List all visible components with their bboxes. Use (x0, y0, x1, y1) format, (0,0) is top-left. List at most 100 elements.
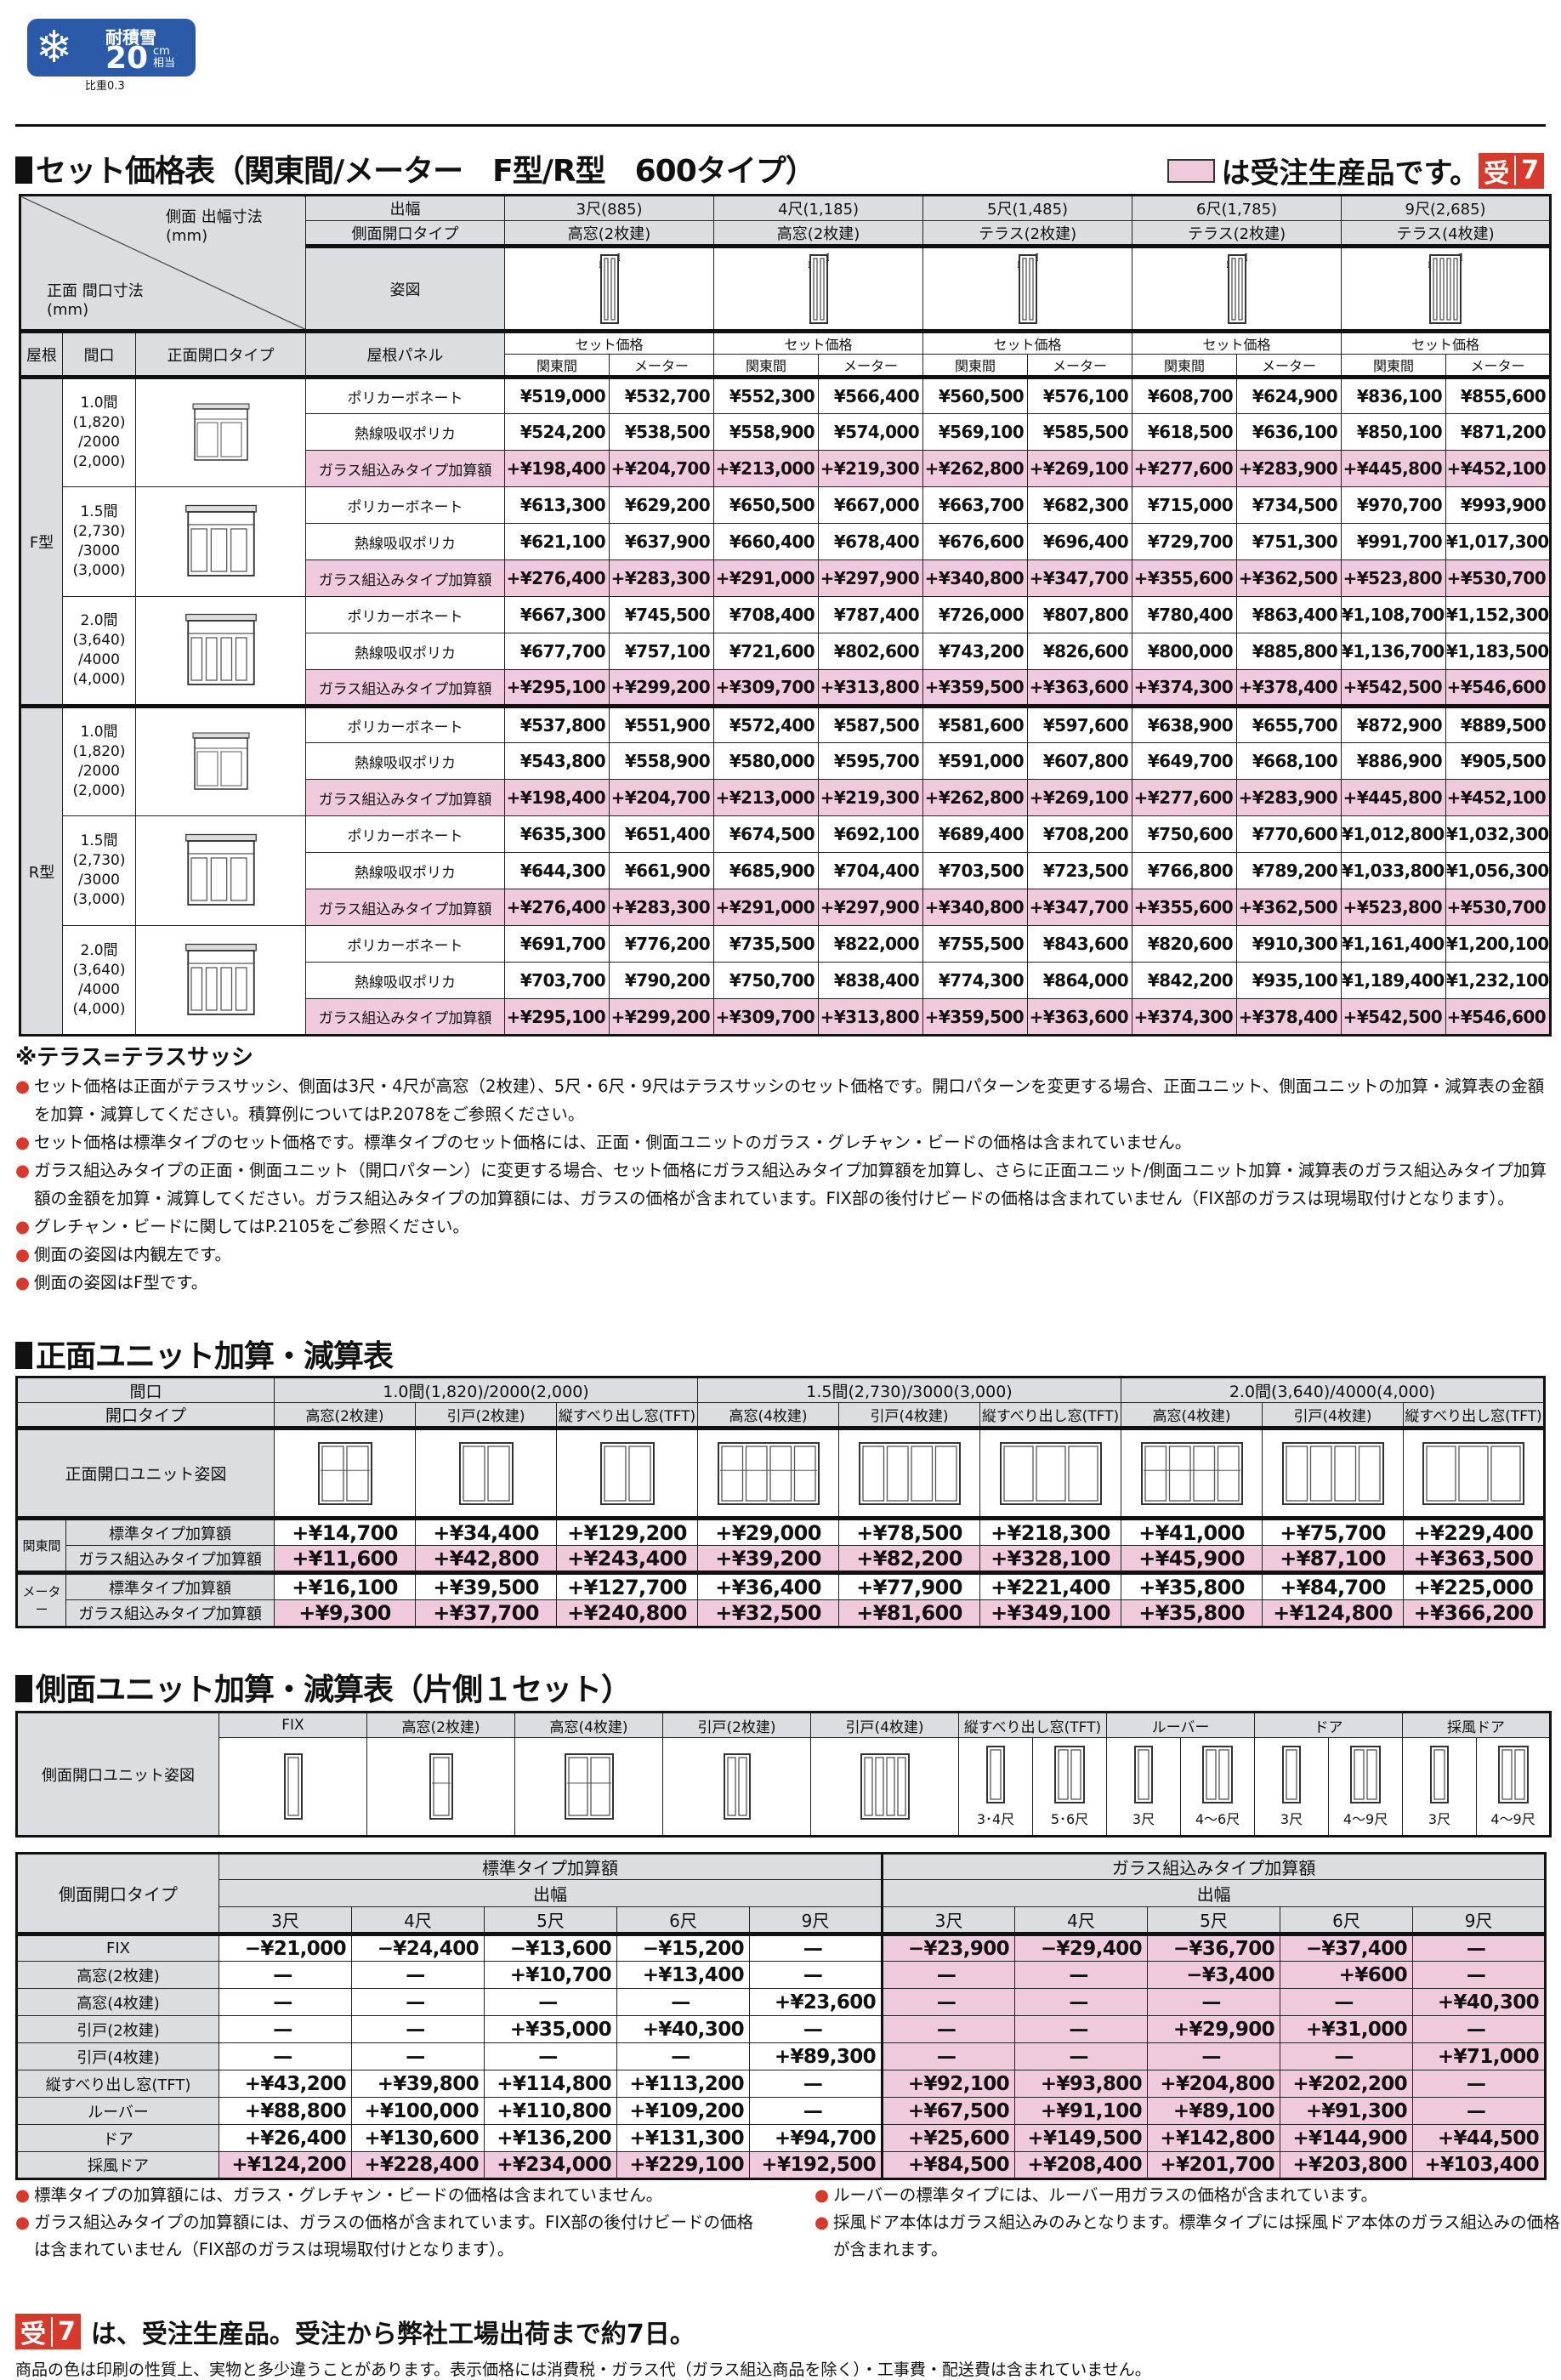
price-row: 高窓(4枚建) — — — — +¥23,600— — — — +¥40,300 (16, 1988, 1547, 2016)
price-cell: ¥1,232,100 (1445, 962, 1552, 999)
price-row: ドア +¥26,400 +¥130,600 +¥136,200 +¥131,300 +¥9… (16, 2124, 1547, 2152)
price-cell: +¥89,100 (1147, 2097, 1281, 2125)
front-unit-drawing (999, 1441, 1102, 1505)
width-col-header: 4尺 (351, 1906, 485, 1934)
price-cell: +¥523,800 (1341, 559, 1447, 597)
price-cell: +¥228,400 (351, 2151, 485, 2179)
header-row-width: 側面 出幅寸法(mm) 正面 間口寸法(mm) 出幅 3尺(885) 4尺(1,185)… (19, 195, 1552, 332)
price-cell: ¥1,183,500 (1445, 633, 1552, 670)
column-width: 6尺(1,785) (1132, 195, 1342, 221)
price-cell: +¥78,500 (838, 1516, 981, 1546)
price-cell: ¥667,300 (504, 596, 610, 633)
column-side-type: 高窓(2枚建) (504, 220, 715, 247)
price-cell: ¥886,900 (1341, 742, 1447, 780)
price-cell: ¥780,400 (1132, 596, 1238, 633)
side-unit-drawing (283, 1753, 303, 1820)
price-cell: +¥219,300 (818, 450, 924, 487)
price-cell: +¥276,400 (504, 559, 610, 597)
row-label-type: 開口タイプ (15, 1402, 275, 1429)
text: 受 (20, 2320, 46, 2349)
price-cell: +¥201,700 (1147, 2151, 1281, 2179)
roof-panel-label: 熱線吸収ポリカ (305, 413, 506, 451)
price-cell: ¥524,200 (504, 413, 610, 451)
price-cell: ¥836,100 (1341, 375, 1447, 414)
price-cell: +¥313,800 (818, 998, 924, 1036)
price-cell: +¥91,100 (1014, 2097, 1149, 2125)
price-cell: ¥704,400 (818, 852, 924, 889)
front-unit-figure (1262, 1426, 1405, 1519)
snowflake-icon: ❄ (36, 22, 73, 73)
kanto-header: 関東間 (1132, 354, 1238, 378)
price-cell: ¥726,000 (922, 596, 1029, 633)
price-cell: +¥452,100 (1445, 779, 1552, 816)
price-cell: +¥269,100 (1027, 779, 1133, 816)
span-header: 1.0間(1,820)/2000(2,000) (274, 1377, 699, 1403)
front-unit-drawing (458, 1441, 514, 1505)
price-cell: +¥45,900 (1121, 1545, 1263, 1573)
price-cell: ¥558,900 (713, 413, 820, 451)
span-label-line: (4,000) (72, 1000, 126, 1018)
price-row: 1.5間 (2,730)/3000 (3,000) ポリカーボネート ¥635,300 ¥… (20, 815, 1552, 926)
price-cell: +¥291,000 (713, 889, 820, 926)
price-row: ガラス組込みタイプ加算額 +¥198,400 +¥204,700 +¥213,000 +… (20, 779, 1552, 816)
price-cell: +¥103,400 (1412, 2151, 1547, 2179)
span-label: 2.0間 (3,640) /4000 (4,000) (62, 596, 136, 707)
price-cell: −¥23,900 (882, 1932, 1016, 1962)
price-row: ガラス組込みタイプ加算額 +¥276,400 +¥283,300 +¥291,000 +… (20, 889, 1552, 926)
price-row: 熱線吸収ポリカ ¥677,700 ¥757,100 ¥721,600 ¥802,600 ¥… (20, 633, 1552, 670)
row-label: ドア (16, 2124, 219, 2152)
price-cell: ¥1,012,800 (1341, 815, 1447, 853)
side-unit-drawing (1497, 1746, 1529, 1803)
set-price-table: 側面 出幅寸法(mm) 正面 間口寸法(mm) 出幅 3尺(885) 4尺(1,185)… (19, 194, 1552, 1037)
side-elevation-figure (1341, 244, 1552, 332)
unit-sub-label: 4〜9尺 (1342, 1811, 1388, 1827)
price-cell: +¥43,200 (219, 2070, 352, 2098)
price-cell: +¥40,300 (616, 2015, 750, 2043)
price-cell: +¥283,900 (1236, 450, 1342, 487)
price-cell: +¥124,200 (219, 2151, 352, 2179)
price-cell: +¥39,200 (697, 1545, 840, 1573)
span-label-line: (2,730) (72, 523, 126, 540)
unit-header: ドア (1254, 1712, 1404, 1738)
price-cell: +¥295,100 (504, 669, 610, 707)
kanto-header: 関東間 (504, 354, 610, 378)
price-cell: +¥219,300 (818, 779, 924, 816)
price-cell: — (351, 2015, 485, 2043)
price-cell: — (219, 1961, 352, 1989)
price-row: ルーバー +¥88,800 +¥100,000 +¥110,800 +¥109,200—… (16, 2097, 1547, 2125)
price-cell: ¥668,100 (1236, 742, 1342, 780)
side-unit-drawing (429, 1753, 453, 1820)
price-cell: — (882, 1988, 1016, 2016)
price-cell: +¥340,800 (922, 559, 1029, 597)
price-cell: ¥618,500 (1132, 413, 1238, 451)
note-item: 採風ドア本体はガラス組込みのみとなります。標準タイプには採風ドア本体のガラス組込… (815, 2209, 1561, 2264)
price-row: ガラス組込みタイプ加算額 +¥9,300 +¥37,700 +¥240,800 +¥32… (17, 1599, 1546, 1627)
price-cell: +¥366,200 (1403, 1599, 1546, 1627)
price-cell: ¥637,900 (609, 523, 715, 560)
kanto-header: 関東間 (713, 354, 820, 378)
roof-panel-label: 熱線吸収ポリカ (305, 523, 506, 560)
column-width: 3尺(885) (504, 195, 715, 221)
price-cell: ¥735,500 (713, 925, 820, 963)
price-cell: ¥750,600 (1132, 815, 1238, 853)
column-side-type: テラス(2枚建) (922, 220, 1133, 247)
price-row: 熱線吸収ポリカ ¥543,800 ¥558,900 ¥580,000 ¥595,700 ¥… (20, 742, 1552, 780)
price-cell: +¥10,700 (484, 1961, 617, 1989)
price-cell: — (1412, 1961, 1547, 1989)
span-label-line: (1,820) (72, 743, 126, 760)
price-cell: ¥651,400 (609, 815, 715, 853)
roof-type-label: R型 (20, 704, 63, 1036)
price-cell: — (748, 1961, 884, 1989)
unit-figure: 3尺 (1254, 1737, 1330, 1837)
front-unit-figure (274, 1426, 417, 1519)
price-cell: ¥910,300 (1236, 925, 1342, 963)
price-cell: −¥37,400 (1280, 1932, 1414, 1962)
price-cell: +¥26,400 (219, 2124, 352, 2152)
price-cell: ¥635,300 (504, 815, 610, 853)
price-cell: +¥203,800 (1280, 2151, 1414, 2179)
unit-figure (810, 1737, 959, 1837)
price-cell: ¥532,700 (609, 375, 715, 414)
width-col-header: 3尺 (219, 1906, 352, 1934)
price-cell: +¥374,300 (1132, 998, 1238, 1036)
